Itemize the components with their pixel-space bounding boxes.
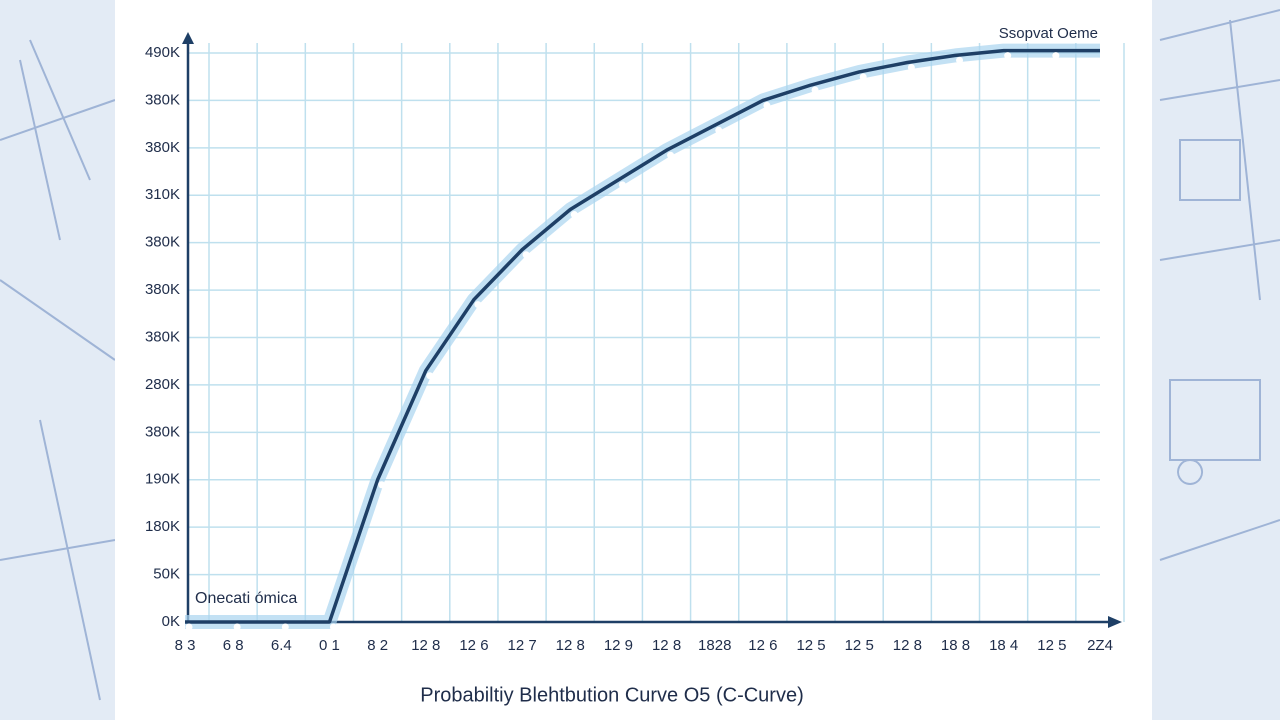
data-point xyxy=(1052,52,1060,60)
data-point xyxy=(907,63,915,71)
series-line xyxy=(185,48,1100,624)
grid xyxy=(188,43,1125,623)
y-tick-label: 380K xyxy=(145,91,180,108)
y-tick-label: 380K xyxy=(145,423,180,440)
x-tick-label: 1828 xyxy=(698,637,731,654)
x-tick-label: 12 5 xyxy=(796,637,825,654)
chart-title: Probabiltiy Blehtbution Curve O5 (C-Curv… xyxy=(420,684,804,706)
x-tick-label: 2Z4 xyxy=(1087,637,1113,654)
data-point xyxy=(474,301,482,309)
panel xyxy=(115,0,1152,720)
data-point xyxy=(185,623,193,631)
data-point xyxy=(1100,52,1108,60)
data-point xyxy=(859,73,867,81)
y-tick-label: 190K xyxy=(145,471,180,488)
y-tick-label: 490K xyxy=(145,44,180,61)
data-point xyxy=(763,101,771,109)
y-axis-arrow xyxy=(182,32,194,44)
x-tick-label: 12 8 xyxy=(652,637,681,654)
y-tick-label: 280K xyxy=(145,376,180,393)
x-tick-label: 12 8 xyxy=(893,637,922,654)
x-tick-label: 8 2 xyxy=(367,637,388,654)
y-tick-label: 50K xyxy=(153,566,180,583)
data-point xyxy=(570,210,578,218)
x-tick-label: 12 7 xyxy=(508,637,537,654)
y-tick-label: 380K xyxy=(145,234,180,251)
x-tick-label: 18 4 xyxy=(989,637,1018,654)
x-tick-label: 18 8 xyxy=(941,637,970,654)
data-point xyxy=(426,372,434,380)
data-point xyxy=(378,481,386,489)
data-point xyxy=(233,623,241,631)
x-tick-label: 12 5 xyxy=(1037,637,1066,654)
data-point xyxy=(956,56,964,64)
data-point xyxy=(329,623,337,631)
data-point xyxy=(667,151,675,159)
x-tick-label: 8 3 xyxy=(175,637,196,654)
y-tick-label: 380K xyxy=(145,328,180,345)
x-tick-label: 6 8 xyxy=(223,637,244,654)
y-tick-label: 0K xyxy=(162,613,180,630)
data-point xyxy=(715,126,723,134)
x-tick-label: 12 5 xyxy=(845,637,874,654)
data-point xyxy=(618,181,626,189)
annotation: Onecati ómica xyxy=(195,590,297,607)
x-tick-label: 12 8 xyxy=(411,637,440,654)
blueprint-background xyxy=(0,9,1280,701)
x-tick-label: 12 6 xyxy=(459,637,488,654)
x-tick-label: 12 9 xyxy=(604,637,633,654)
x-tick-label: 12 6 xyxy=(748,637,777,654)
data-point xyxy=(1004,52,1012,60)
x-tick-label: 12 8 xyxy=(556,637,585,654)
data-point xyxy=(522,251,530,259)
x-axis-arrow xyxy=(1108,616,1122,628)
y-tick-label: 380K xyxy=(145,281,180,298)
data-point xyxy=(811,86,819,94)
data-point xyxy=(281,623,289,631)
x-tick-label: 0 1 xyxy=(319,637,340,654)
y-tick-label: 310K xyxy=(145,186,180,203)
y-tick-label: 380K xyxy=(145,139,180,156)
legend-label: Ssopvat Oeme xyxy=(999,25,1098,42)
x-tick-label: 6.4 xyxy=(271,637,292,654)
y-tick-label: 180K xyxy=(145,518,180,535)
